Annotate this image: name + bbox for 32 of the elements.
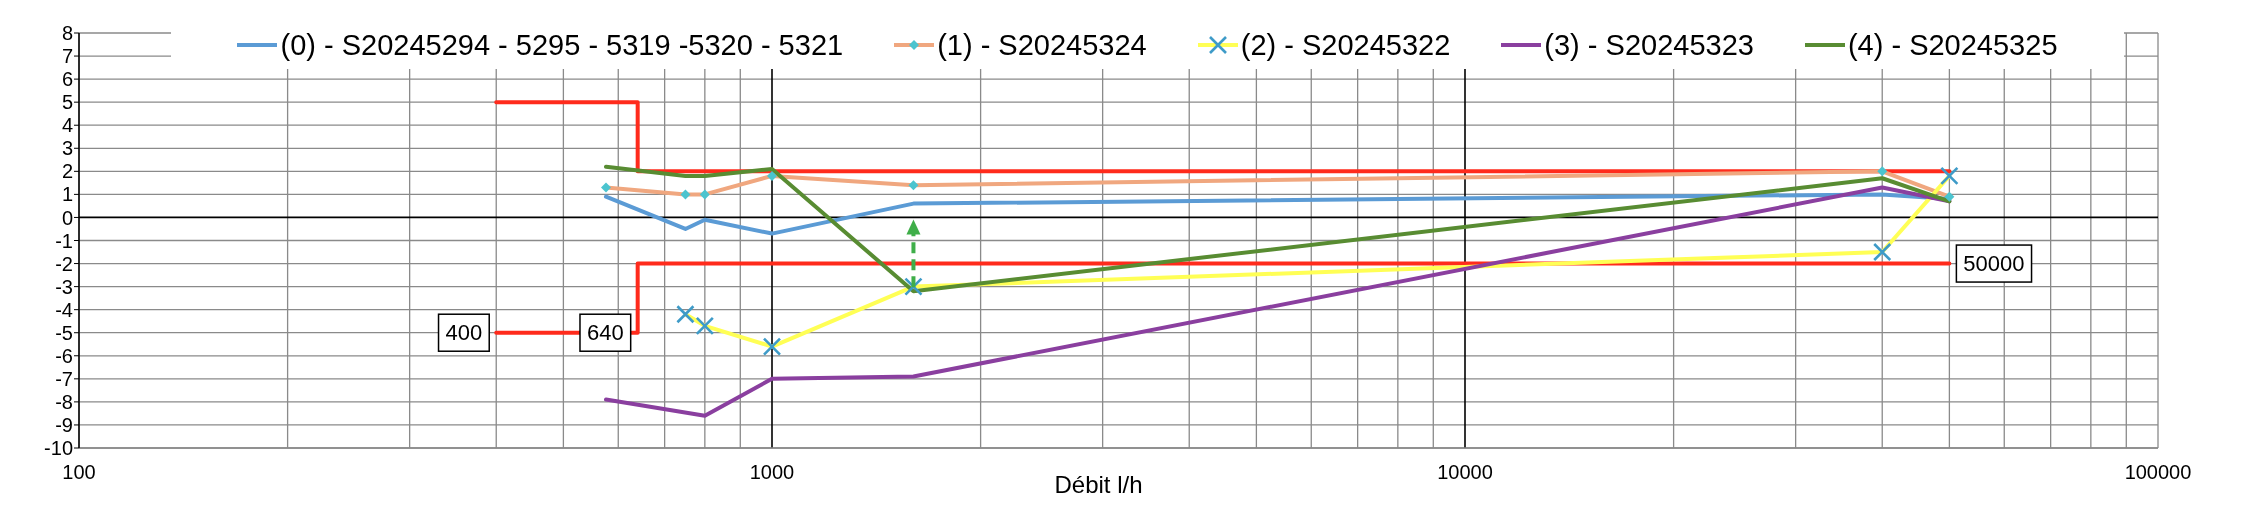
y-tick-label: -6: [55, 344, 73, 367]
y-tick-label: 3: [61, 137, 73, 160]
x-axis-title: Débit l/h: [1054, 471, 1143, 498]
legend-label: (4) - S20245325: [1847, 27, 2058, 62]
y-tick-label: 5: [61, 91, 73, 114]
legend-label: (1) - S20245324: [937, 27, 1147, 62]
x-tick-label: 1000: [749, 461, 795, 484]
y-tick-label: -7: [55, 367, 73, 390]
legend-label: (0) - S20245294 - 5295 - 5319 -5320 - 5321: [280, 27, 844, 62]
y-tick-label: 1: [61, 183, 73, 206]
x-tick-label: 100000: [2124, 461, 2192, 484]
x-tick-label: 10000: [1437, 461, 1493, 484]
y-tick-label: -10: [44, 437, 73, 460]
y-tick-label: 2: [61, 160, 73, 183]
y-tick-label: -5: [55, 321, 73, 344]
y-tick-label: 7: [61, 45, 73, 68]
y-tick-label: -4: [55, 298, 73, 321]
y-tick-label: -9: [55, 414, 73, 437]
annotation: 400: [445, 320, 483, 346]
y-tick-label: 4: [61, 114, 73, 137]
y-tick-label: -8: [55, 390, 73, 413]
y-tick-label: 6: [61, 68, 73, 91]
legend-label: (3) - S20245323: [1544, 27, 1754, 62]
y-tick-label: -1: [55, 229, 73, 252]
y-tick-label: 8: [61, 22, 73, 45]
y-tick-label: -3: [55, 275, 73, 298]
annotation: 640: [586, 320, 624, 346]
x-tick-label: 100: [62, 461, 96, 484]
y-tick-label: 0: [61, 206, 73, 229]
legend-label: (2) - S20245322: [1240, 27, 1451, 62]
y-tick-label: -2: [55, 252, 73, 275]
annotation: 50000: [1963, 251, 2025, 277]
